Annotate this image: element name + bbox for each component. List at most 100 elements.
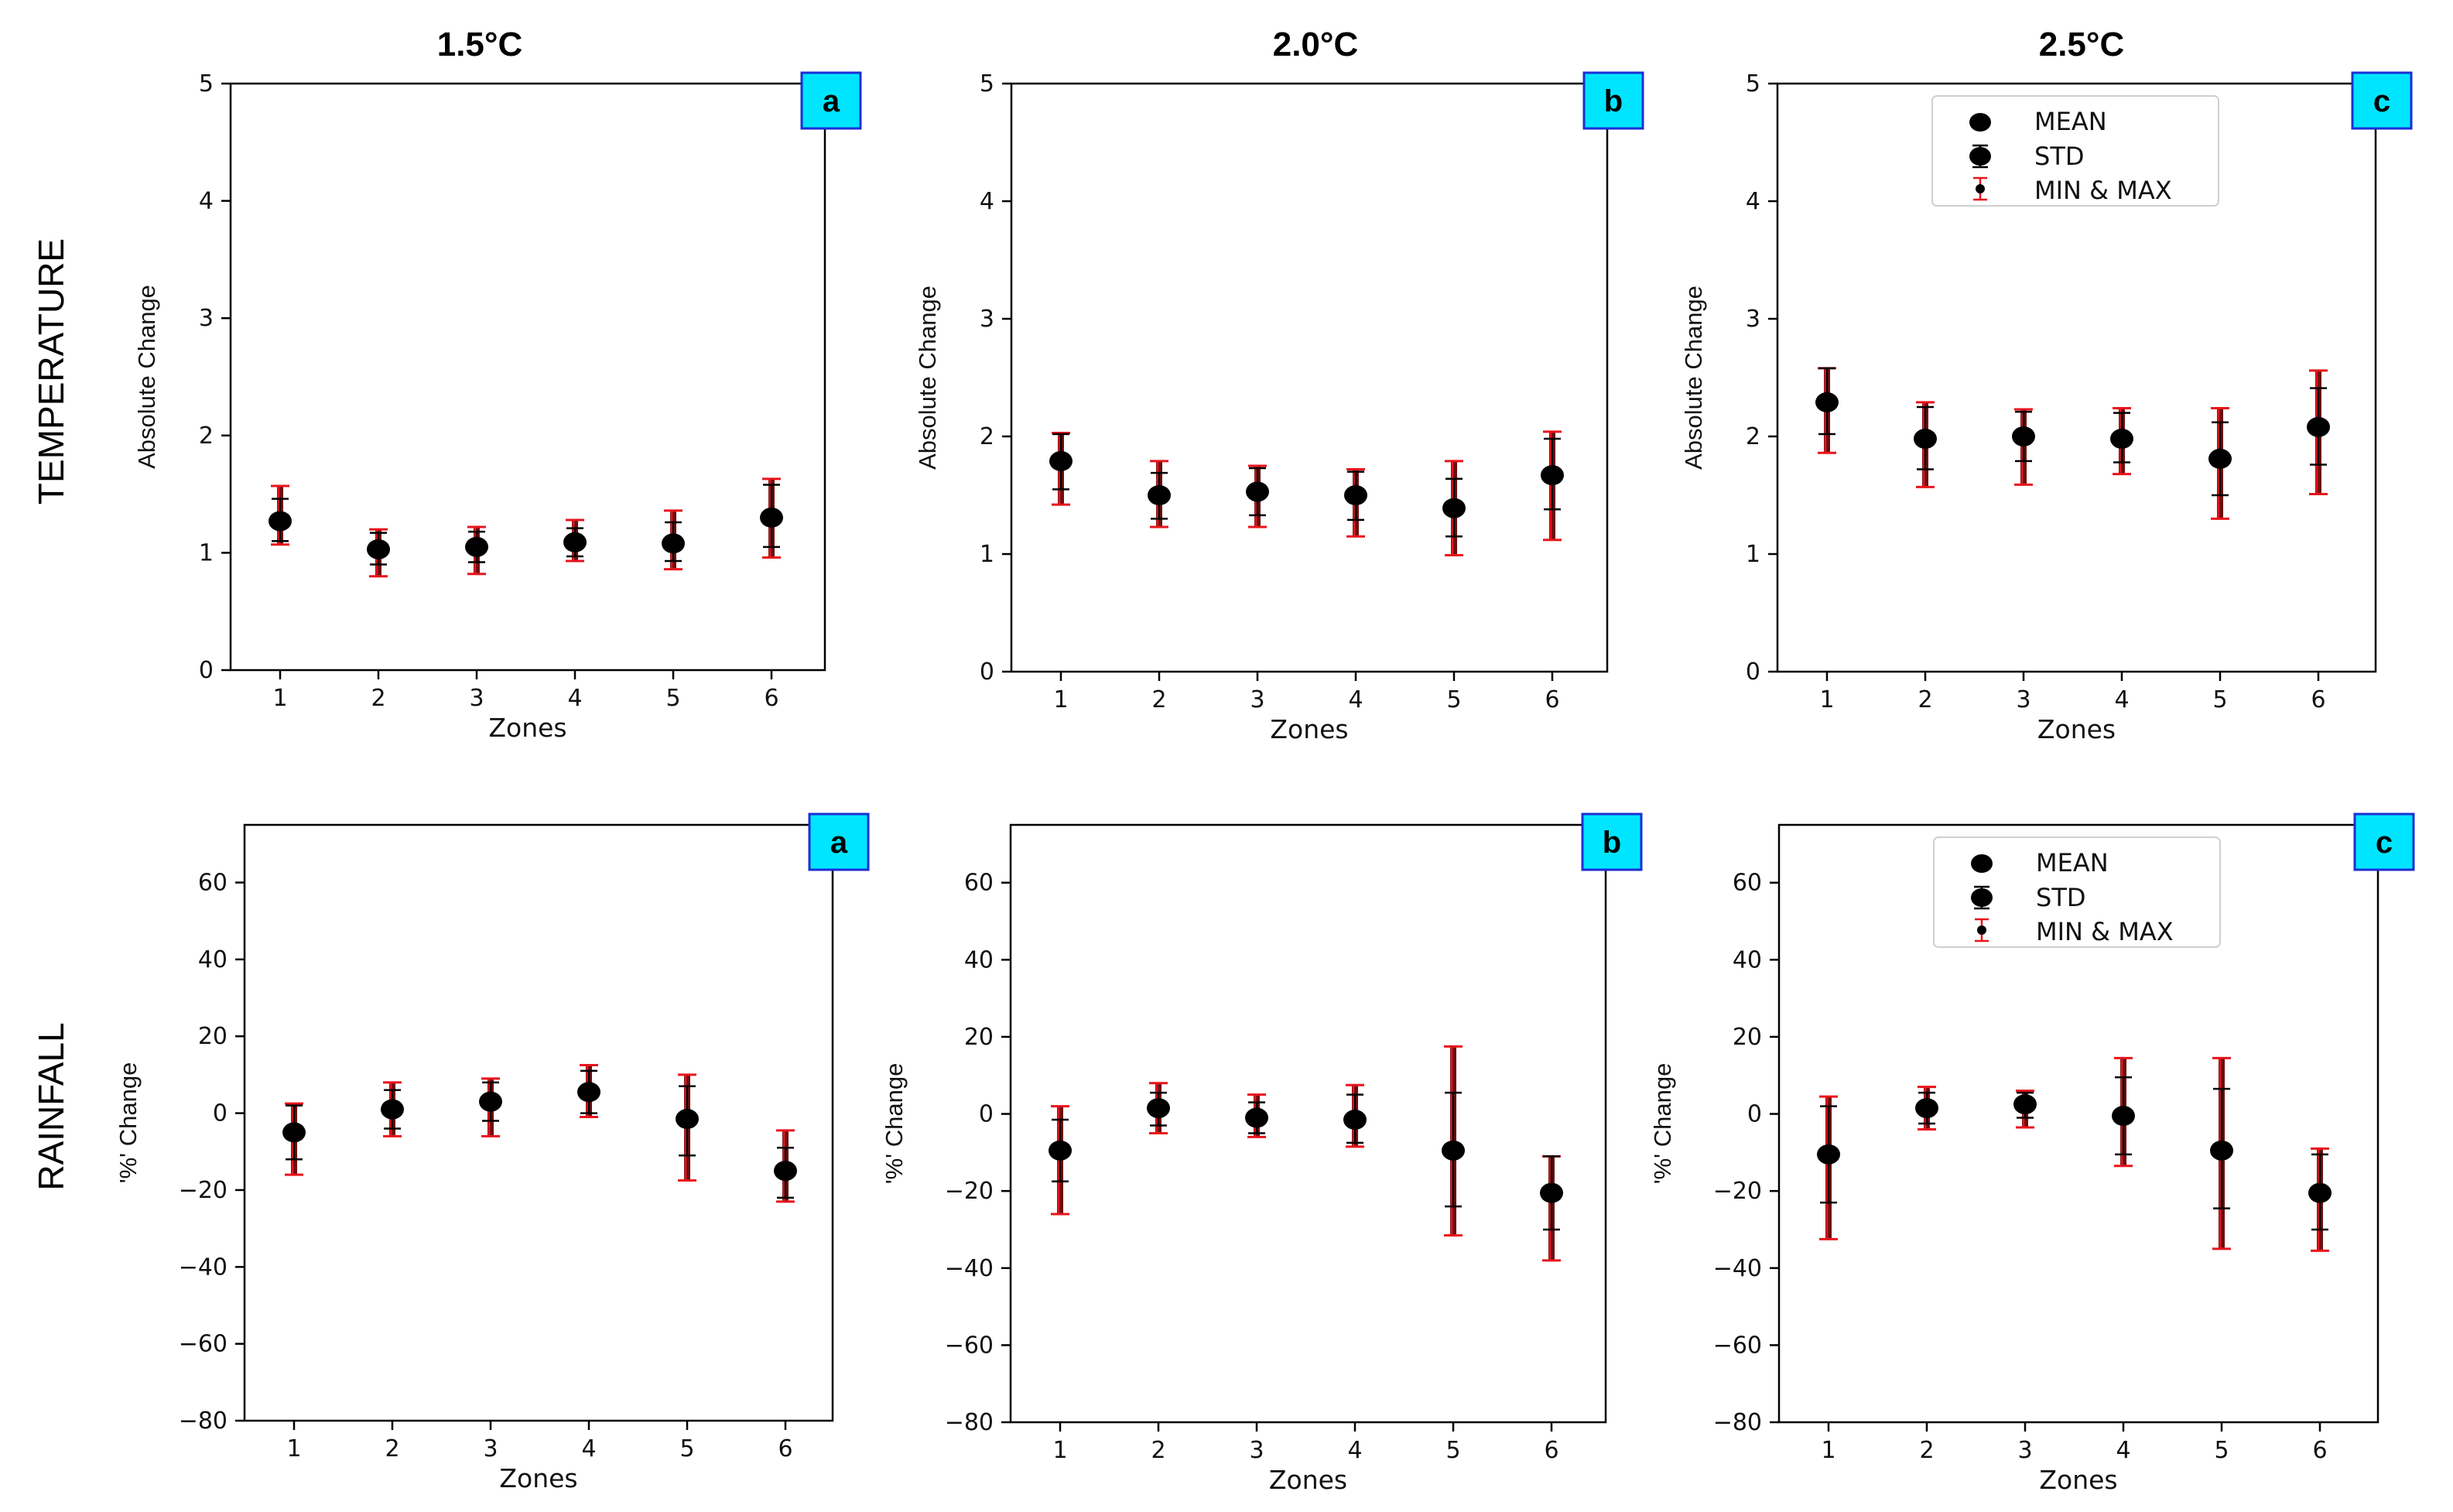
data-point-zone-2	[367, 528, 390, 578]
x-tick-label: 6	[764, 685, 778, 712]
legend-mean-marker	[1969, 113, 1991, 132]
data-point-zone-5	[1442, 460, 1466, 557]
legend: MEAN STD MIN & MAX	[1931, 95, 2219, 207]
mean-marker	[662, 533, 685, 554]
y-tick-label: −60	[179, 1331, 228, 1358]
y-tick-label: 0	[1746, 659, 1760, 686]
mean-marker	[1442, 1140, 1465, 1161]
y-tick-label: 40	[1733, 946, 1762, 973]
y-tick-label: −60	[1713, 1332, 1762, 1359]
panel-letter: a	[823, 84, 840, 118]
legend-std-marker	[1969, 147, 1991, 166]
panel-letter-box	[1582, 71, 1644, 130]
mean-marker	[367, 539, 390, 559]
x-tick-label: 5	[2212, 686, 2227, 713]
data-point-zone-3	[1246, 464, 1269, 529]
data-point-zone-1	[1815, 367, 1839, 454]
mean-marker	[563, 532, 587, 552]
mean-marker	[2013, 1094, 2037, 1115]
y-tick-label: −40	[179, 1254, 228, 1281]
x-tick-label: 4	[581, 1435, 596, 1462]
x-tick-label: 6	[2312, 1437, 2327, 1464]
y-tick-label: 2	[980, 423, 994, 450]
data-point-zone-3	[2013, 1090, 2037, 1129]
data-point-zone-4	[563, 518, 587, 563]
mean-marker	[1148, 485, 1171, 505]
panel-rain-2.0: −80 −60 −40 −20 0 20 40 60 1 2 3 4 5 6 Zones '%' Change…	[881, 812, 1643, 1495]
panel-letter-badge: b	[1582, 71, 1644, 130]
mean-marker	[1915, 1098, 1938, 1119]
y-tick-label: 3	[980, 306, 994, 333]
mean-marker	[1246, 481, 1269, 502]
x-tick-label: 5	[679, 1435, 694, 1462]
x-tick-label: 4	[1348, 686, 1363, 713]
x-tick-label: 3	[483, 1435, 498, 1462]
panel-temp-1.5: 0 1 2 3 4 5 1 2 3 4 5 6 Zones Absolute Change a	[133, 70, 862, 743]
legend-box	[1931, 95, 2219, 207]
x-tick-label: 1	[1821, 1437, 1835, 1464]
legend-label-mean: MEAN	[2034, 107, 2107, 136]
y-tick-label: −20	[179, 1177, 228, 1204]
mean-marker	[282, 1122, 306, 1143]
row-title-rainfall: RAINFALL	[31, 1022, 71, 1190]
x-tick-label: 1	[1053, 686, 1068, 713]
x-tick-label: 2	[1919, 1437, 1934, 1464]
data-point-zone-6	[774, 1129, 797, 1203]
data-point-zone-5	[676, 1073, 699, 1182]
x-tick-label: 4	[1347, 1437, 1362, 1464]
x-tick-label: 4	[2114, 686, 2129, 713]
mean-marker	[676, 1109, 699, 1130]
y-axis-label: Absolute Change	[1680, 286, 1707, 470]
data-point-zone-2	[381, 1081, 404, 1137]
y-tick-label: 1	[199, 539, 214, 566]
y-tick-label: −40	[945, 1255, 994, 1282]
panel-rain-2.5: −80 −60 −40 −20 0 20 40 60 1 2 3 4 5 6 Zones '%' Change…	[1649, 812, 2415, 1495]
x-tick-label: 3	[1249, 1437, 1264, 1464]
panel-letter: a	[830, 826, 848, 860]
data-point-zone-5	[1442, 1045, 1465, 1237]
panel-letter-badge: c	[2351, 71, 2413, 130]
x-tick-label: 2	[1151, 686, 1166, 713]
x-tick-label: 2	[1151, 1437, 1165, 1464]
y-tick-label: −80	[179, 1408, 228, 1435]
x-tick-label: 1	[272, 685, 287, 712]
mean-marker	[1343, 1110, 1367, 1131]
legend-label-minmax: MIN & MAX	[2034, 176, 2172, 205]
legend-label-std: STD	[2036, 883, 2086, 912]
y-tick-label: 0	[979, 1101, 994, 1128]
x-tick-label: 2	[385, 1435, 399, 1462]
mean-marker	[2110, 429, 2133, 450]
y-tick-label: 0	[199, 657, 214, 684]
x-axis-label: Zones	[488, 713, 566, 743]
data-point-zone-3	[2012, 408, 2035, 486]
axes-frame	[243, 823, 834, 1422]
legend-std-marker	[1971, 888, 1993, 907]
data-point-zone-2	[1148, 460, 1171, 529]
x-tick-label: 5	[1446, 686, 1461, 713]
data-point-zone-2	[1147, 1082, 1170, 1134]
legend-label-minmax: MIN & MAX	[2036, 917, 2174, 946]
legend-minmax-marker	[1977, 925, 1986, 935]
y-tick-label: 5	[1746, 70, 1760, 97]
panel-letter: b	[1603, 826, 1621, 860]
data-point-zone-3	[465, 525, 488, 576]
mean-marker	[465, 536, 488, 557]
x-tick-label: 6	[778, 1435, 792, 1462]
y-tick-label: 60	[964, 870, 994, 897]
mean-marker	[2210, 1140, 2233, 1161]
mean-marker	[1817, 1144, 1840, 1165]
data-point-zone-3	[1245, 1093, 1268, 1138]
axes-frame	[1010, 82, 1609, 673]
mean-marker	[774, 1161, 797, 1182]
column-title-2-0: 2.0°C	[1273, 26, 1359, 63]
x-tick-label: 4	[567, 685, 582, 712]
legend-mean-marker	[1971, 854, 1993, 873]
legend-label-mean: MEAN	[2036, 848, 2109, 877]
y-axis-label: '%' Change	[1649, 1063, 1676, 1185]
mean-marker	[2208, 448, 2232, 469]
y-tick-label: 4	[199, 188, 214, 215]
axes-frame	[1009, 823, 1607, 1424]
mean-marker	[2307, 416, 2330, 437]
x-tick-label: 6	[1544, 1437, 1558, 1464]
